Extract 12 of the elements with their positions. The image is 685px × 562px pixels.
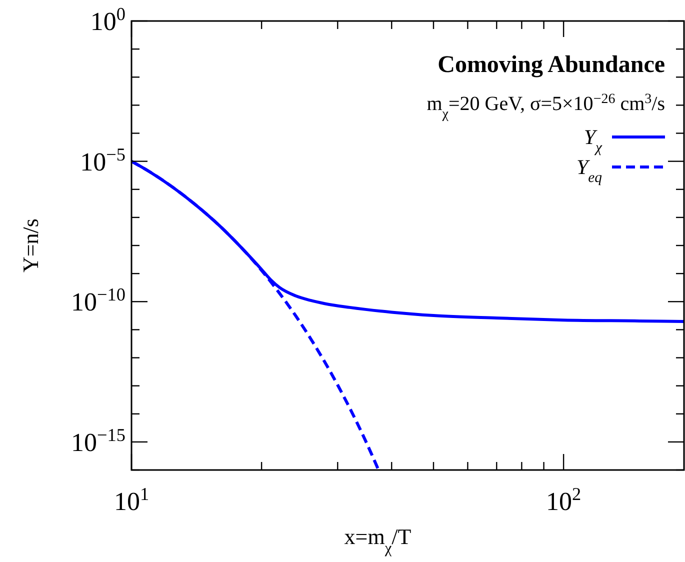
text: m$_{χ}$=20 GeV, σ=5×10$^{−26}$ cm$^{3}$/s xyxy=(426,92,666,122)
x-axis-title: x=m$_{χ}$/T xyxy=(344,524,412,556)
y-tick-label: 10$^{−5}$ xyxy=(80,144,126,176)
x-tick-label: 10$^{1}$ xyxy=(114,484,150,516)
text: Comoving Abundance xyxy=(438,52,666,78)
y-tick-label: 10$^{−10}$ xyxy=(71,284,126,317)
y-tick-label: 10$^{−15}$ xyxy=(71,424,126,457)
legend-label: Y$_{eq}$ xyxy=(576,155,602,186)
x-tick-label: 10$^{2}$ xyxy=(546,484,582,516)
y-axis-title: Y=n/s xyxy=(18,218,43,272)
y-tick-label: 10$^{0}$ xyxy=(90,4,126,36)
legend-label: Y$_{χ}$ xyxy=(584,125,603,156)
